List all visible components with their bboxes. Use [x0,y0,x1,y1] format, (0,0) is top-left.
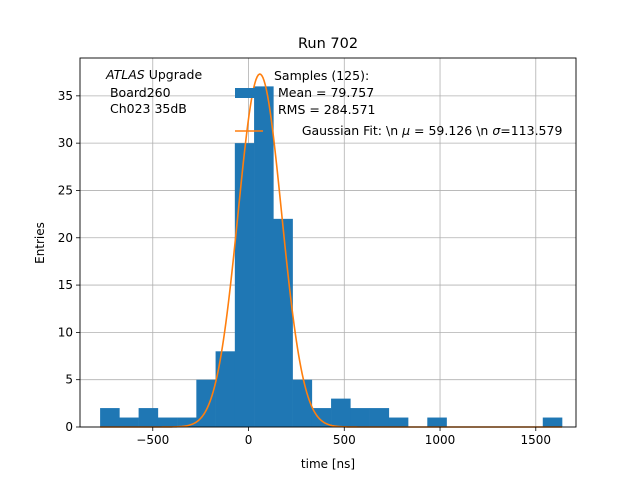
legend: Samples (125): Mean = 79.757 RMS = 284.5… [235,68,582,138]
annotation-line-3: Ch023 35dB [106,101,187,116]
histogram-bar [388,417,409,427]
histogram-bar [215,351,236,427]
chart-title: Run 702 [298,36,358,52]
histogram-bar [254,86,274,427]
y-tick-label: 20 [58,231,73,245]
x-tick-label: 500 [333,433,356,447]
histogram-bar [119,417,139,427]
histogram-bar [234,143,255,427]
y-tick-label: 35 [58,89,73,103]
histogram-bar [350,408,370,427]
legend-fit-mu-value: = 59.126 \n [410,123,492,138]
y-tick-label: 15 [58,278,73,292]
histogram-bar [331,398,351,427]
y-tick-label: 0 [65,420,73,434]
histogram-bar [273,218,293,427]
x-tick-label: 1500 [521,433,552,447]
histogram-bar [100,408,120,427]
legend-fit-prefix: Gaussian Fit: \n [302,123,402,138]
histogram-bar [196,379,216,427]
x-tick-label: −500 [136,433,169,447]
histogram-bar [292,379,313,427]
x-axis-label: time [ns] [301,457,355,471]
histogram-bar [311,408,332,427]
legend-samples-line-3: RMS = 284.571 [274,102,376,117]
histogram-bar [542,417,563,427]
histogram-bar [427,417,447,427]
histogram-bar [177,417,197,427]
annotation-line-2: Board260 [106,85,171,100]
y-tick-label: 25 [58,183,73,197]
y-tick-label: 5 [65,373,73,387]
x-tick-label: 0 [245,433,253,447]
legend-fit-mu-symbol: μ [401,123,410,138]
y-tick-label: 10 [58,325,73,339]
legend-samples-line-2: Mean = 79.757 [274,85,374,100]
y-axis-ticks: 0 5 10 15 20 25 30 35 [58,89,80,434]
annotation-line-1: ATLAS Upgrade [105,67,202,82]
legend-fit-sigma-symbol: σ [492,123,501,138]
legend-fit-sigma-value: =113.579 [500,123,562,138]
atlas-annotation: ATLAS Upgrade Board260 Ch023 35dB [105,67,202,116]
y-tick-label: 30 [58,136,73,150]
legend-samples-swatch [235,88,263,98]
histogram-bar [157,417,178,427]
x-axis-ticks: −500 0 500 1000 1500 [136,427,551,447]
y-axis-label: Entries [33,222,47,264]
histogram-bars [100,86,563,427]
legend-fit-label: Gaussian Fit: \n μ = 59.126 \n σ=113.579 [274,123,582,138]
annotation-atlas-text: ATLAS [105,67,145,82]
plot-frame [79,57,577,428]
histogram-bar [138,408,159,427]
legend-samples-line-1: Samples (125): [274,68,369,83]
annotation-upgrade-text: Upgrade [145,67,203,82]
histogram-bar [369,408,390,427]
x-tick-label: 1000 [425,433,456,447]
